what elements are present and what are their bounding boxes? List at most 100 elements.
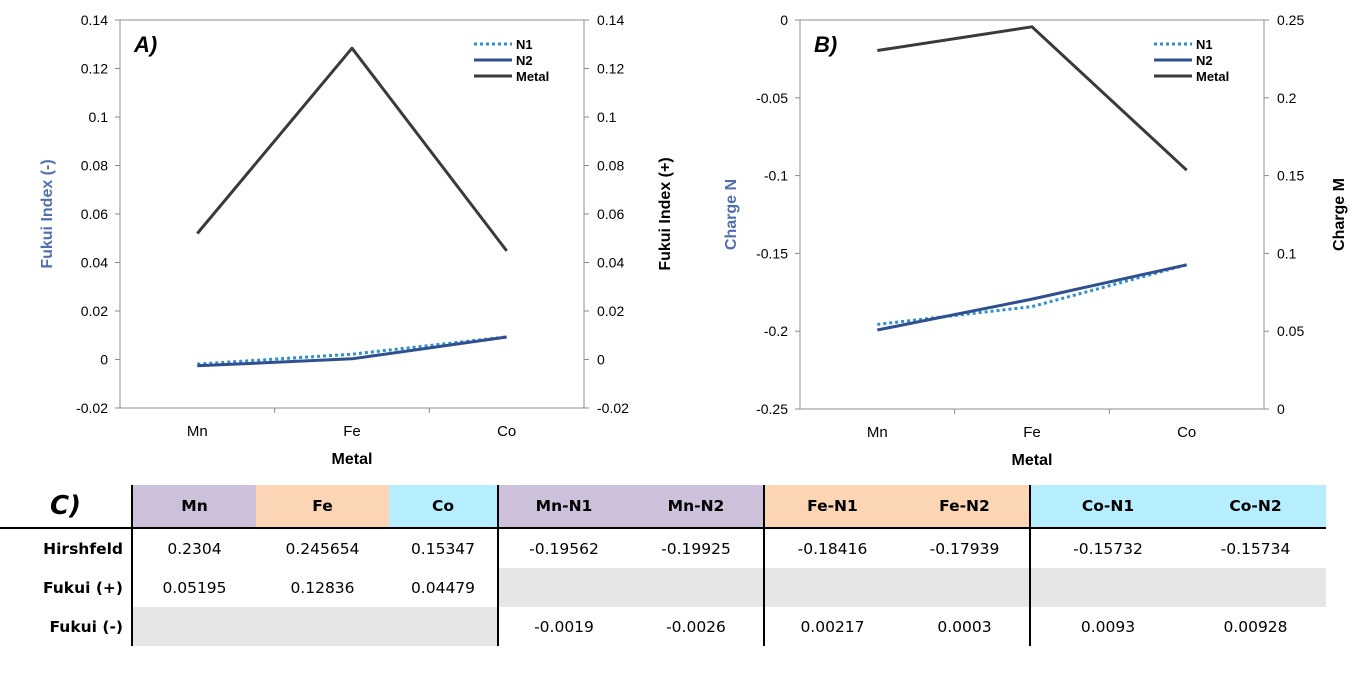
table-cell: 0.04479 — [410, 578, 476, 597]
plot-area — [119, 19, 585, 409]
table-label: C) — [50, 491, 81, 521]
x-tick-label: Mn — [187, 423, 208, 440]
table-cell: 0.245654 — [256, 527, 389, 568]
x-axis-title: Metal — [332, 451, 373, 468]
legend-label: N1 — [1196, 37, 1213, 52]
right-axis-title: Charge M — [1331, 178, 1348, 251]
table-header-cell: Co-N1 — [1029, 485, 1185, 528]
plot-area — [799, 19, 1265, 410]
left-axis-title: Charge N — [723, 179, 740, 250]
table-header-cell: Co — [389, 485, 498, 528]
left-tick-label: 0.04 — [81, 255, 108, 271]
panel-label: B) — [814, 32, 837, 57]
left-tick-label: -0.25 — [756, 401, 788, 417]
legend-label: N2 — [1196, 53, 1213, 68]
series-line-metal — [877, 25, 1188, 172]
table-cell — [131, 607, 256, 646]
left-tick-label: -0.02 — [76, 400, 108, 416]
legend-label: Metal — [1196, 69, 1229, 84]
x-tick-label: Co — [1177, 424, 1196, 441]
right-axis-title: Fukui Index (+) — [657, 157, 674, 270]
x-tick-label: Mn — [867, 424, 888, 441]
right-tick-label: 0.06 — [597, 206, 624, 222]
table-header-cell: Fe-N2 — [900, 485, 1030, 528]
table-cell: -0.19562 — [497, 527, 629, 568]
table-cell — [256, 607, 389, 646]
left-tick-label: -0.1 — [764, 168, 788, 184]
left-tick-label: 0 — [100, 352, 108, 368]
right-tick-label: 0.08 — [597, 158, 624, 174]
left-tick-label: 0.1 — [89, 109, 109, 125]
table-cell — [497, 568, 629, 607]
table-row-label: Fukui (-) — [49, 617, 123, 636]
right-tick-label: 0.1 — [597, 109, 617, 125]
left-tick-label: 0.14 — [81, 12, 108, 28]
right-tick-label: 0 — [597, 352, 605, 368]
table-cell: -0.17939 — [900, 527, 1030, 568]
right-tick-label: 0.1 — [1277, 245, 1297, 261]
table-cell: 0.15347 — [389, 527, 498, 568]
x-axis-title: Metal — [1012, 452, 1053, 469]
table-cell — [900, 568, 1030, 607]
series-line-metal — [196, 46, 508, 252]
left-axis-title: Fukui Index (-) — [39, 159, 56, 268]
table-row-label: Fukui (+) — [42, 578, 123, 597]
data-table: C) Mn Fe Co Mn-N1 Mn-N2 Fe-N1 Fe-N2 Co-N1 Co-N2 Hi… — [0, 485, 1326, 646]
table-cell — [763, 568, 900, 607]
table-header-cell: Mn — [131, 485, 256, 528]
series-line-n2 — [197, 335, 507, 368]
legend-label: N1 — [516, 37, 533, 52]
right-tick-label: 0.25 — [1277, 12, 1304, 28]
table-cell — [1185, 568, 1326, 607]
table-cell: -0.0026 — [666, 617, 726, 636]
table-cell: -0.18416 — [763, 527, 900, 568]
left-tick-label: -0.15 — [756, 245, 788, 261]
table-header-cell: Fe-N1 — [763, 485, 900, 528]
table-cell: 0.12836 — [290, 578, 355, 597]
right-tick-label: 0.2 — [1277, 90, 1297, 106]
series-line-n1 — [197, 335, 507, 366]
left-tick-label: 0.02 — [81, 303, 108, 319]
left-tick-label: 0.08 — [81, 158, 108, 174]
series-line-n2 — [877, 263, 1188, 332]
table-row-label: Hirshfeld — [0, 527, 132, 568]
left-tick-label: 0 — [780, 12, 788, 28]
table-cell: -0.15734 — [1185, 527, 1326, 568]
right-tick-label: 0 — [1277, 401, 1285, 417]
table-header-cell: Mn-N2 — [629, 485, 764, 528]
chart-a: 0.14 0.12 0.1 0.08 0.06 0.04 0.02 0 -0.02 0.14 0.1… — [39, 12, 674, 468]
table-cell: -0.15732 — [1029, 527, 1185, 568]
right-tick-label: 0.15 — [1277, 168, 1304, 184]
x-tick-label: Co — [497, 423, 516, 440]
chart-b: 0 -0.05 -0.1 -0.15 -0.2 -0.25 0.25 0.2 0.15 0.1 0.… — [723, 12, 1348, 469]
table-cell: -0.19925 — [629, 527, 764, 568]
left-tick-label: -0.05 — [756, 90, 788, 106]
table-header-cell: Co-N2 — [1185, 485, 1326, 528]
table-cell: 0.0003 — [937, 617, 992, 636]
right-tick-label: 0.14 — [597, 12, 624, 28]
table-cell — [389, 607, 498, 646]
table-cell — [1029, 568, 1185, 607]
table-cell: 0.05195 — [131, 568, 256, 607]
right-tick-label: 0.12 — [597, 61, 624, 77]
table-header-cell: Mn-N1 — [497, 485, 629, 528]
table-cell — [629, 568, 764, 607]
x-tick-label: Fe — [1023, 424, 1041, 441]
left-tick-label: 0.12 — [81, 61, 108, 77]
legend-label: N2 — [516, 53, 533, 68]
left-tick-label: 0.06 — [81, 206, 108, 222]
legend-label: Metal — [516, 69, 549, 84]
right-tick-label: 0.04 — [597, 255, 624, 271]
table-cell: 0.2304 — [131, 527, 256, 568]
table-header-cell: Fe — [256, 485, 389, 528]
table-cell: 0.0093 — [1029, 607, 1185, 646]
right-tick-label: -0.02 — [597, 400, 629, 416]
left-tick-label: -0.2 — [764, 323, 788, 339]
panel-label: A) — [133, 32, 157, 57]
table-cell: 0.00928 — [1223, 617, 1288, 636]
right-tick-label: 0.05 — [1277, 323, 1304, 339]
table-cell: -0.0019 — [497, 607, 629, 646]
right-tick-label: 0.02 — [597, 303, 624, 319]
table-cell: 0.00217 — [763, 607, 900, 646]
x-tick-label: Fe — [343, 423, 361, 440]
